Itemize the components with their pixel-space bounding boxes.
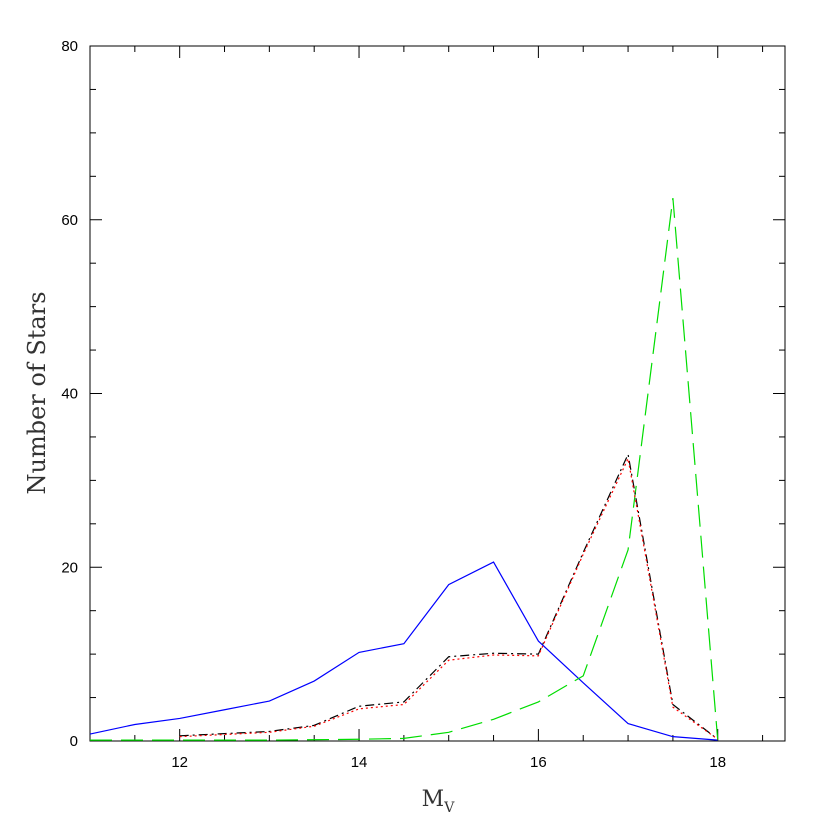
y-tick-label: 80 bbox=[61, 38, 78, 55]
x-tick-label: 16 bbox=[530, 754, 547, 771]
x-tick-label: 18 bbox=[709, 754, 726, 771]
series-line-1 bbox=[89, 561, 718, 741]
ticks bbox=[89, 45, 785, 742]
y-tick-label: 60 bbox=[61, 212, 78, 229]
x-axis-label-main: M bbox=[422, 787, 445, 812]
plot-area bbox=[89, 45, 786, 742]
x-axis-label-sub: V bbox=[443, 800, 455, 816]
x-tick-label: 14 bbox=[351, 754, 368, 771]
x-axis-label: MV bbox=[422, 787, 456, 816]
series-line-3 bbox=[179, 452, 719, 740]
x-tick-label: 12 bbox=[171, 754, 188, 771]
tick-labels: 12 14 16 18 0 20 40 60 80 bbox=[61, 38, 726, 771]
y-tick-label: 0 bbox=[70, 733, 78, 750]
y-tick-label: 40 bbox=[61, 386, 78, 403]
series-lines bbox=[89, 197, 719, 741]
series-line-2 bbox=[90, 197, 719, 741]
y-axis-label: Number of Stars bbox=[23, 291, 51, 494]
y-tick-label: 20 bbox=[61, 559, 78, 576]
series-line-4 bbox=[179, 456, 719, 740]
